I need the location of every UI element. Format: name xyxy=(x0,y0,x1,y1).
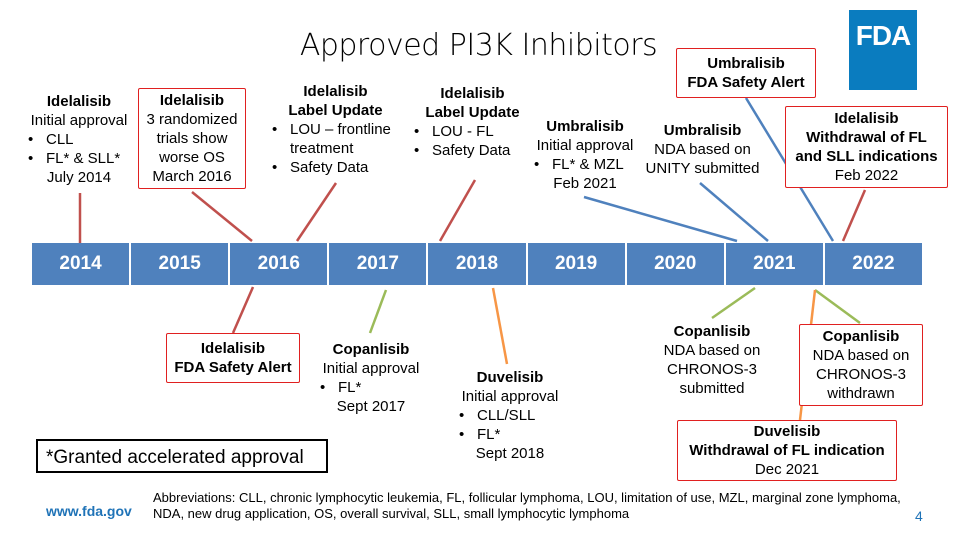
line-umbralisib-approval xyxy=(583,195,738,243)
page-title: Approved PI3K Inhibitors xyxy=(299,28,658,63)
year-2020: 2020 xyxy=(626,243,726,285)
line-duvelisib-approval xyxy=(491,287,509,365)
fda-logo: FDA xyxy=(849,10,917,90)
line-idelalisib-trials xyxy=(191,191,253,242)
year-2021: 2021 xyxy=(725,243,825,285)
year-2016: 2016 xyxy=(230,243,330,285)
event-umbralisib-nda: Umbralisib NDA based on UNITY submitted xyxy=(645,122,760,177)
fda-url-link[interactable]: www.fda.gov xyxy=(46,503,132,519)
year-2014: 2014 xyxy=(32,243,132,285)
line-idelalisib-alert xyxy=(231,286,255,334)
year-2019: 2019 xyxy=(527,243,627,285)
footnote-accelerated-approval: *Granted accelerated approval xyxy=(36,439,328,473)
line-idelalisib-label-2018 xyxy=(438,179,477,242)
line-idelalisib-withdrawal xyxy=(841,189,867,242)
year-2015: 2015 xyxy=(131,243,231,285)
year-2017: 2017 xyxy=(329,243,429,285)
event-idelalisib-trials-2016: Idelalisib 3 randomized trials show worse O… xyxy=(138,88,246,189)
line-idelalisib-label-2016 xyxy=(295,182,338,242)
year-2018: 2018 xyxy=(428,243,528,285)
event-copanlisib-nda: Copanlisib NDA based on CHRONOS-3 submitted xyxy=(663,323,761,397)
event-idelalisib-safety-alert: Idelalisib FDA Safety Alert xyxy=(166,333,300,383)
event-idelalisib-withdrawal-2022: Idelalisib Withdrawal of FL and SLL indica… xyxy=(785,106,948,188)
abbreviations: Abbreviations: CLL, chronic lymphocytic … xyxy=(153,490,901,521)
event-duvelisib-withdrawal-2021: Duvelisib Withdrawal of FL indication Dec … xyxy=(677,420,897,481)
page-number: 4 xyxy=(915,508,923,524)
line-copanlisib-nda xyxy=(711,286,756,320)
event-copanlisib-withdrawn: Copanlisib NDA based on CHRONOS-3 withdrawn xyxy=(799,324,923,406)
timeline-bar: 2014 2015 2016 2017 2018 2019 2020 2021 … xyxy=(32,243,922,285)
line-umbralisib-nda xyxy=(699,182,769,242)
year-2022: 2022 xyxy=(824,243,922,285)
line-copanlisib-approval xyxy=(368,289,388,334)
line-copanlisib-withdrawn xyxy=(814,288,861,325)
event-umbralisib-safety-alert: Umbralisib FDA Safety Alert xyxy=(676,48,816,98)
